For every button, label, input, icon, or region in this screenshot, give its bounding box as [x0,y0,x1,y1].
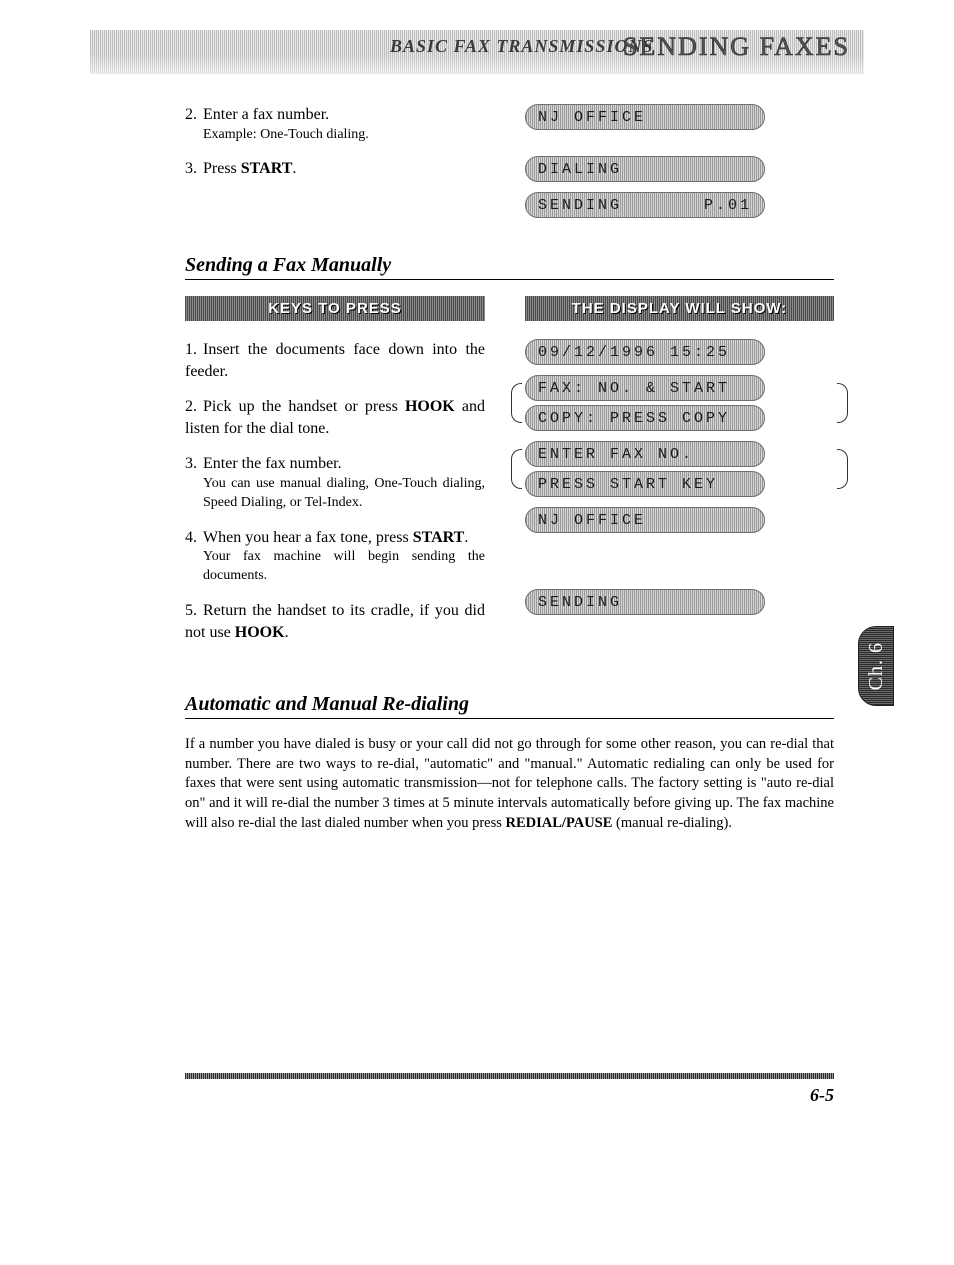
step-num: 2. [185,104,203,126]
manual-step-3: 3.Enter the fax number. You can use manu… [185,453,485,512]
step-bold: HOOK [405,398,455,415]
step-text: Return the handset to its cradle, if you… [185,602,485,641]
footer-rule [185,1073,834,1079]
chapter-tab-label: Ch. 6 [865,642,888,690]
lcd-right: P.01 [704,197,752,214]
lcd-pair-enter-press: ENTER FAX NO. PRESS START KEY [525,441,834,497]
redial-paragraph: If a number you have dialed is busy or y… [185,735,834,833]
step-num: 3. [185,453,203,475]
chapter-tab: Ch. 6 [858,626,894,706]
lcd-nj-office-2: NJ OFFICE [525,507,765,533]
lcd-sending-p01: SENDING P.01 [525,192,765,218]
step-text: . [464,529,468,546]
step-text: . [292,160,296,177]
step-text: When you hear a fax tone, press [203,529,413,546]
col-header-display: THE DISPLAY WILL SHOW: [525,296,834,321]
col-header-keys: KEYS TO PRESS [185,296,485,321]
lcd-left: SENDING [538,197,622,214]
heading-manual: Sending a Fax Manually [185,254,834,280]
header-subtitle: BASIC FAX TRANSMISSIONS [390,36,653,57]
manual-row: 1.Insert the documents face down into th… [185,339,834,657]
body-bold: REDIAL/PAUSE [506,815,613,831]
manual-step-5: 5.Return the handset to its cradle, if y… [185,600,485,643]
body-text: (manual re-dialing). [612,815,732,831]
manual-step-1: 1.Insert the documents face down into th… [185,339,485,382]
manual-step-4: 4.When you hear a fax tone, press START.… [185,527,485,586]
step-sub: Example: One-Touch dialing. [203,126,485,145]
step-text: Insert the documents face down into the … [185,341,485,380]
step-num: 5. [185,600,203,622]
step-text: Press [203,160,241,177]
lcd-dialing: DIALING [525,156,765,182]
step-text: Enter a fax number. [203,106,329,123]
step-num: 4. [185,527,203,549]
page-header-bar: BASIC FAX TRANSMISSIONS SENDING FAXES [90,30,864,74]
lcd-nj-office: NJ OFFICE [525,104,765,130]
step-2: 2.Enter a fax number. Example: One-Touch… [185,104,485,144]
page-number: 6-5 [0,1085,834,1106]
step-num: 3. [185,158,203,180]
manual-step-2: 2.Pick up the handset or press HOOK and … [185,396,485,439]
step-3: 3.Press START. [185,158,485,180]
step-text: Pick up the handset or press [203,398,405,415]
step-sub: You can use manual dialing, One-Touch di… [203,475,485,513]
step-sub: Your fax machine will begin sending the … [203,548,485,586]
heading-redial: Automatic and Manual Re-dialing [185,693,834,719]
step-num: 1. [185,339,203,361]
column-headers: KEYS TO PRESS THE DISPLAY WILL SHOW: [185,296,834,321]
lcd-copy-press: COPY: PRESS COPY [525,405,765,431]
lcd-datetime: 09/12/1996 15:25 [525,339,765,365]
lcd-press-start: PRESS START KEY [525,471,765,497]
step-bold: HOOK [235,624,285,641]
step-bold: START [413,529,465,546]
lcd-sending: SENDING [525,589,765,615]
step-num: 2. [185,396,203,418]
step-text: . [285,624,289,641]
top-steps-row: 2.Enter a fax number. Example: One-Touch… [185,104,834,218]
step-text: Enter the fax number. [203,455,342,472]
lcd-pair-fax-copy: FAX: NO. & START COPY: PRESS COPY [525,375,834,431]
lcd-enter-fax: ENTER FAX NO. [525,441,765,467]
step-bold: START [241,160,293,177]
lcd-fax-start: FAX: NO. & START [525,375,765,401]
header-title: SENDING FAXES [623,32,850,62]
